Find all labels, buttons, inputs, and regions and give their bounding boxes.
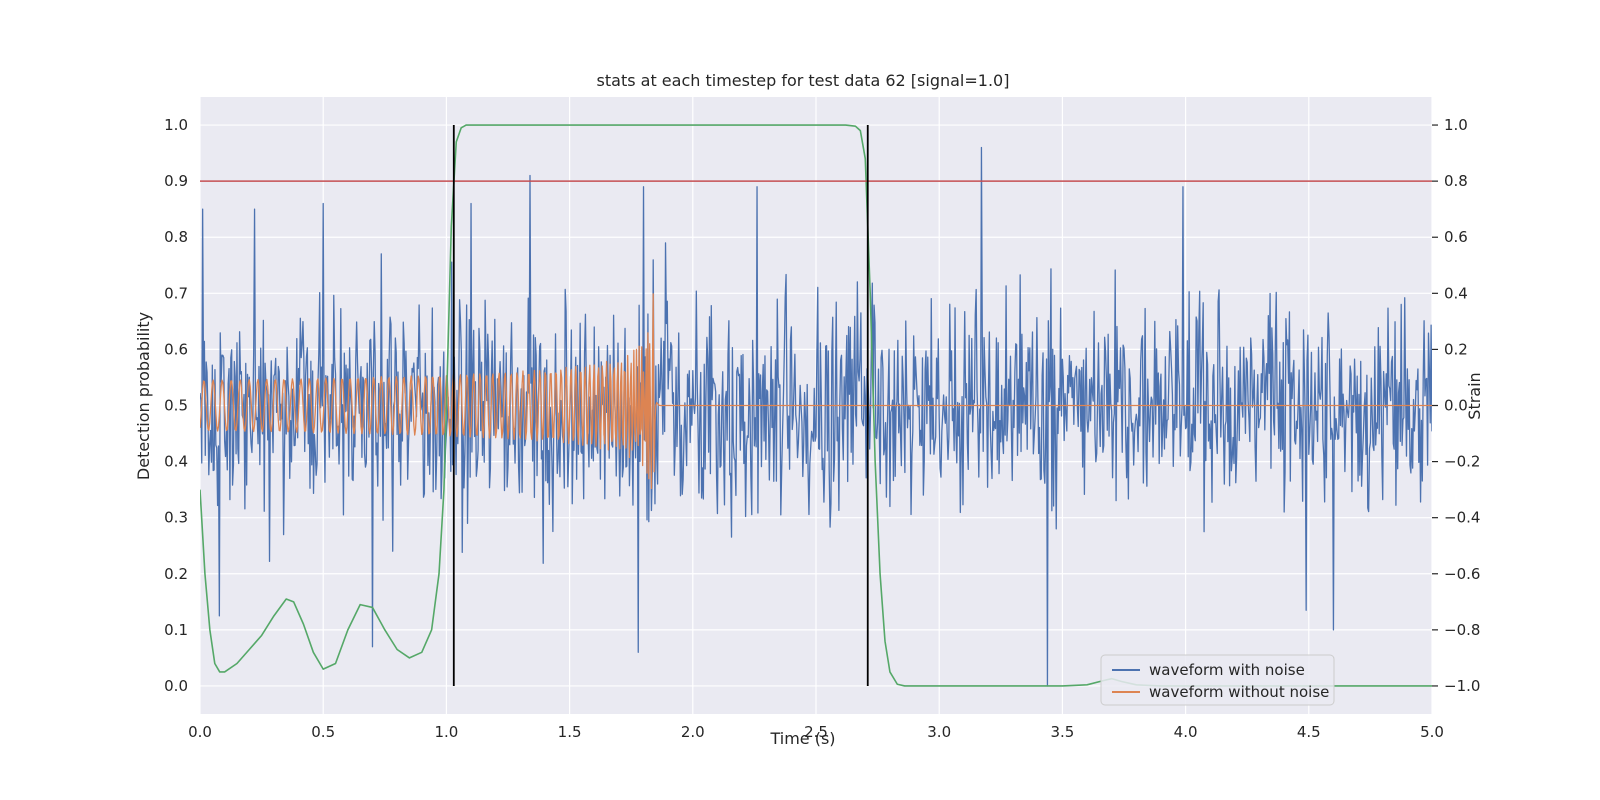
right-y-axis-label: Strain [1465, 372, 1484, 419]
x-tick-label: 2.5 [804, 723, 828, 741]
left-y-tick-label: 0.9 [164, 172, 188, 190]
left-y-tick-label: 0.0 [164, 677, 188, 695]
x-tick-label: 4.5 [1297, 723, 1321, 741]
right-y-axis-ticks: −1.0 −0.8 −0.6 −0.4 −0.2 0.0 0.2 0.4 0.6 0.8 1.0 [1432, 116, 1480, 695]
plot-content [200, 124, 1432, 687]
left-y-tick-label: 0.6 [164, 340, 188, 358]
x-tick-label: 0.0 [188, 723, 212, 741]
left-y-tick-label: 0.8 [164, 228, 188, 246]
x-tick-label: 5.0 [1420, 723, 1444, 741]
x-axis-label: Time (s) [769, 729, 835, 748]
series-line-waveform-with-noise [200, 146, 1432, 687]
left-y-tick-label: 0.2 [164, 565, 188, 583]
left-y-tick-label: 0.1 [164, 621, 188, 639]
left-y-tick-label: 0.5 [164, 397, 188, 415]
x-tick-label: 1.0 [434, 723, 458, 741]
left-y-tick-label: 0.3 [164, 509, 188, 527]
right-y-tick-label: 0.6 [1444, 228, 1468, 246]
left-y-tick-label: 1.0 [164, 116, 188, 134]
right-y-tick-label: −0.6 [1444, 565, 1480, 583]
legend: waveform with noise waveform without noi… [1100, 654, 1335, 706]
series-line-waveform-without-noise [200, 293, 1432, 490]
legend-label-waveform-without-noise: waveform without noise [1149, 683, 1329, 701]
left-y-axis-label: Detection probability [134, 312, 153, 480]
x-tick-label: 0.5 [311, 723, 335, 741]
legend-box [1100, 654, 1335, 706]
right-y-tick-label: 0.2 [1444, 340, 1468, 358]
right-y-tick-label: −0.2 [1444, 453, 1480, 471]
x-tick-label: 2.0 [681, 723, 705, 741]
right-y-tick-label: 0.4 [1444, 284, 1468, 302]
left-y-axis-ticks: 0.0 0.1 0.2 0.3 0.4 0.5 0.6 0.7 0.8 0.9 1.0 [164, 116, 188, 695]
left-y-tick-label: 0.7 [164, 284, 188, 302]
legend-label-waveform-with-noise: waveform with noise [1149, 661, 1305, 679]
right-y-tick-label: −0.8 [1444, 621, 1480, 639]
left-y-tick-label: 0.4 [164, 453, 188, 471]
chart-title: stats at each timestep for test data 62 … [597, 71, 1010, 90]
x-tick-label: 4.0 [1174, 723, 1198, 741]
right-y-tick-label: 0.8 [1444, 172, 1468, 190]
right-y-tick-label: 0.0 [1444, 397, 1468, 415]
x-tick-label: 3.5 [1050, 723, 1074, 741]
right-y-tick-label: −1.0 [1444, 677, 1480, 695]
detection-marker-lines [452, 125, 869, 686]
x-tick-label: 1.5 [558, 723, 582, 741]
series-line-detection-probability [200, 124, 1432, 687]
right-y-tick-label: −0.4 [1444, 509, 1480, 527]
right-y-tick-label: 1.0 [1444, 116, 1468, 134]
x-axis-ticks: 0.0 0.5 1.0 1.5 2.0 2.5 3.0 3.5 4.0 4.5 5.0 [188, 723, 1444, 741]
x-tick-label: 3.0 [927, 723, 951, 741]
